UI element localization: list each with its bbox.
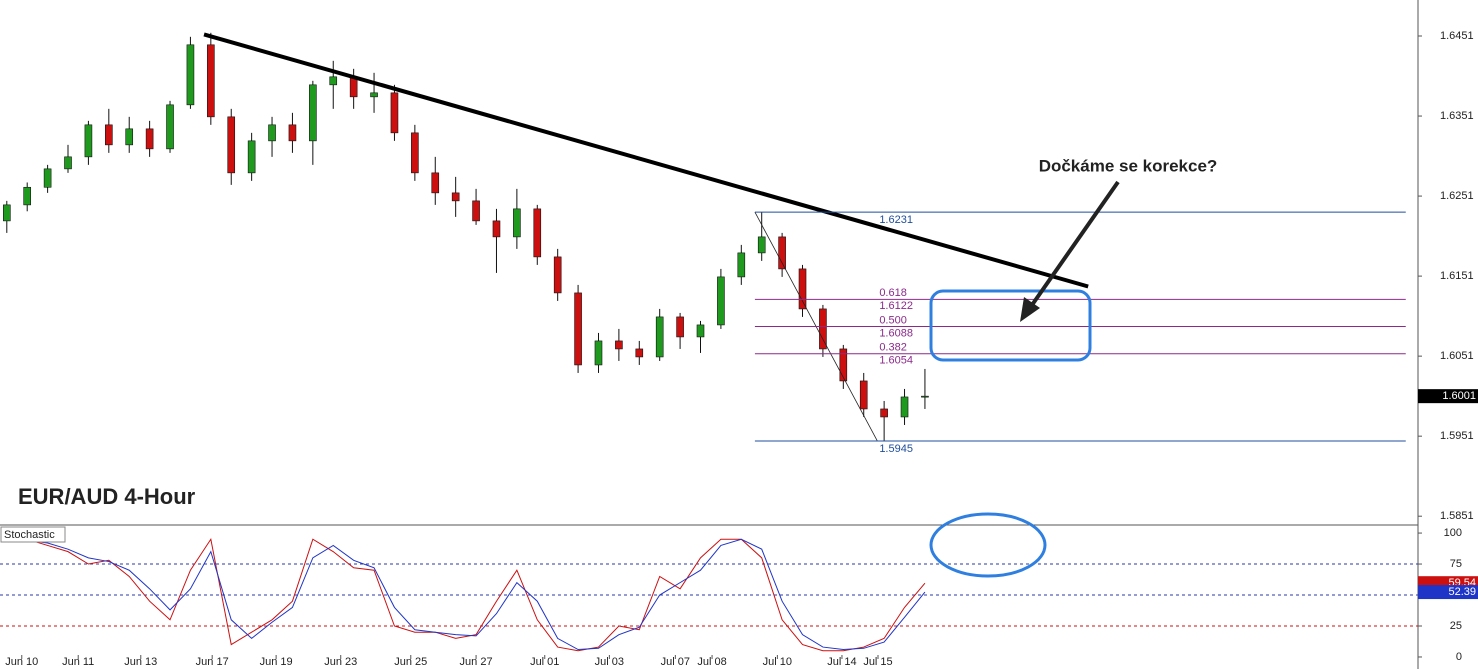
y-tick-label: 1.6251 <box>1440 190 1474 202</box>
x-tick-label: Jun 25 <box>394 656 427 668</box>
chart-title: EUR/AUD 4-Hour <box>18 484 196 509</box>
candle-body <box>227 116 236 174</box>
candle-body <box>268 124 276 142</box>
y-tick-label: 1.6151 <box>1440 270 1474 282</box>
fib-price: 1.6054 <box>879 355 913 367</box>
candle-body <box>900 396 909 418</box>
candle-body <box>472 200 480 222</box>
candle-body <box>757 236 766 254</box>
arrow <box>1030 180 1120 307</box>
x-tick-label: Jun 19 <box>260 656 293 668</box>
x-tick-label: Jun 10 <box>5 656 38 668</box>
candle-body <box>3 204 11 222</box>
y-tick-label: 25 <box>1450 620 1462 632</box>
candle-body <box>696 324 705 338</box>
candle-body <box>594 340 603 366</box>
candle-body <box>64 156 72 170</box>
candle-body <box>370 92 378 98</box>
candle-body <box>880 408 888 418</box>
candle-body <box>615 340 623 350</box>
fib-ratio: 0.500 <box>879 314 907 326</box>
price-tag <box>1418 389 1478 404</box>
candle-body <box>23 186 32 206</box>
value-tag-label: 52.39 <box>1448 586 1476 598</box>
x-tick-label: Jul 08 <box>697 656 726 668</box>
candle-body <box>207 44 215 118</box>
candle-body <box>451 192 460 202</box>
annotation: Dočkáme se korekce? <box>1039 156 1218 175</box>
fib-ratio: 0.618 <box>879 287 907 299</box>
highlight-box <box>929 289 1092 362</box>
fib-price: 1.6088 <box>879 327 913 339</box>
highlight-ellipse <box>929 512 1047 578</box>
candle-body <box>574 292 582 366</box>
x-tick-label: Jul 01 <box>530 656 559 668</box>
candle-body <box>431 172 440 194</box>
candle-body <box>84 124 93 158</box>
x-tick-label: Jun 11 <box>62 656 94 668</box>
indicator-label-box <box>0 526 66 543</box>
candle-body <box>186 44 195 106</box>
price-tag-label: 1.6001 <box>1442 390 1476 402</box>
candle-body <box>105 124 113 146</box>
candle-body <box>839 348 848 382</box>
y-tick-label: 1.5851 <box>1440 510 1474 522</box>
trendline <box>203 32 1089 289</box>
x-tick-label: Jun 23 <box>324 656 357 668</box>
candle-body <box>329 76 338 86</box>
candle-body <box>125 128 134 146</box>
y-tick-label: 1.5951 <box>1440 430 1474 442</box>
y-tick-label: 1.6051 <box>1440 350 1474 362</box>
candle-body <box>411 132 419 174</box>
y-tick-label: 1.6451 <box>1440 30 1474 42</box>
value-tag <box>1418 585 1478 600</box>
candle-body <box>921 395 929 398</box>
x-tick-label: Jun 17 <box>196 656 229 668</box>
candle-body <box>309 84 317 142</box>
y-tick-label: 1.6351 <box>1440 110 1474 122</box>
fib-ratio: 0.382 <box>879 342 907 354</box>
stochastic-line <box>6 537 926 652</box>
candle-body <box>819 308 827 350</box>
stochastic-line <box>6 538 926 651</box>
candle-body <box>513 208 521 238</box>
candle-body <box>390 92 399 134</box>
fib-label: 1.6231 <box>879 214 913 226</box>
candle-body <box>43 168 52 188</box>
x-tick-label: Jul 14 <box>827 656 856 668</box>
candle-body <box>676 316 684 338</box>
candle-body <box>655 316 664 358</box>
arrow-head <box>1020 297 1040 322</box>
candle-body <box>635 348 644 358</box>
y-tick-label: 0 <box>1456 651 1462 663</box>
fib-price: 1.6122 <box>879 300 913 312</box>
candle-body <box>778 236 786 270</box>
candle-body <box>859 380 868 410</box>
plot: 1.5851 1.5951 1.6051 1.6151 1.6251 1.6351 1.64… <box>0 30 1478 668</box>
x-tick-label: Jun 27 <box>460 656 493 668</box>
candle-body <box>553 256 562 294</box>
candle-body <box>288 124 297 142</box>
candle-body <box>533 208 542 258</box>
x-tick-label: Jun 13 <box>124 656 157 668</box>
candle-body <box>145 128 154 150</box>
candle-body <box>798 268 807 310</box>
candle-body <box>247 140 256 174</box>
candle-body <box>166 104 174 150</box>
candle-body <box>492 220 501 238</box>
fib-label: 1.5945 <box>879 443 913 455</box>
indicator-label: Stochastic <box>4 529 55 541</box>
candle-body <box>717 276 725 326</box>
y-tick-label: 75 <box>1450 558 1462 570</box>
x-tick-label: Jul 15 <box>863 656 892 668</box>
x-tick-label: Jul 07 <box>661 656 690 668</box>
y-tick-label: 100 <box>1444 527 1462 539</box>
x-tick-label: Jul 10 <box>763 656 792 668</box>
candle-body <box>737 252 746 278</box>
x-tick-label: Jul 03 <box>595 656 624 668</box>
